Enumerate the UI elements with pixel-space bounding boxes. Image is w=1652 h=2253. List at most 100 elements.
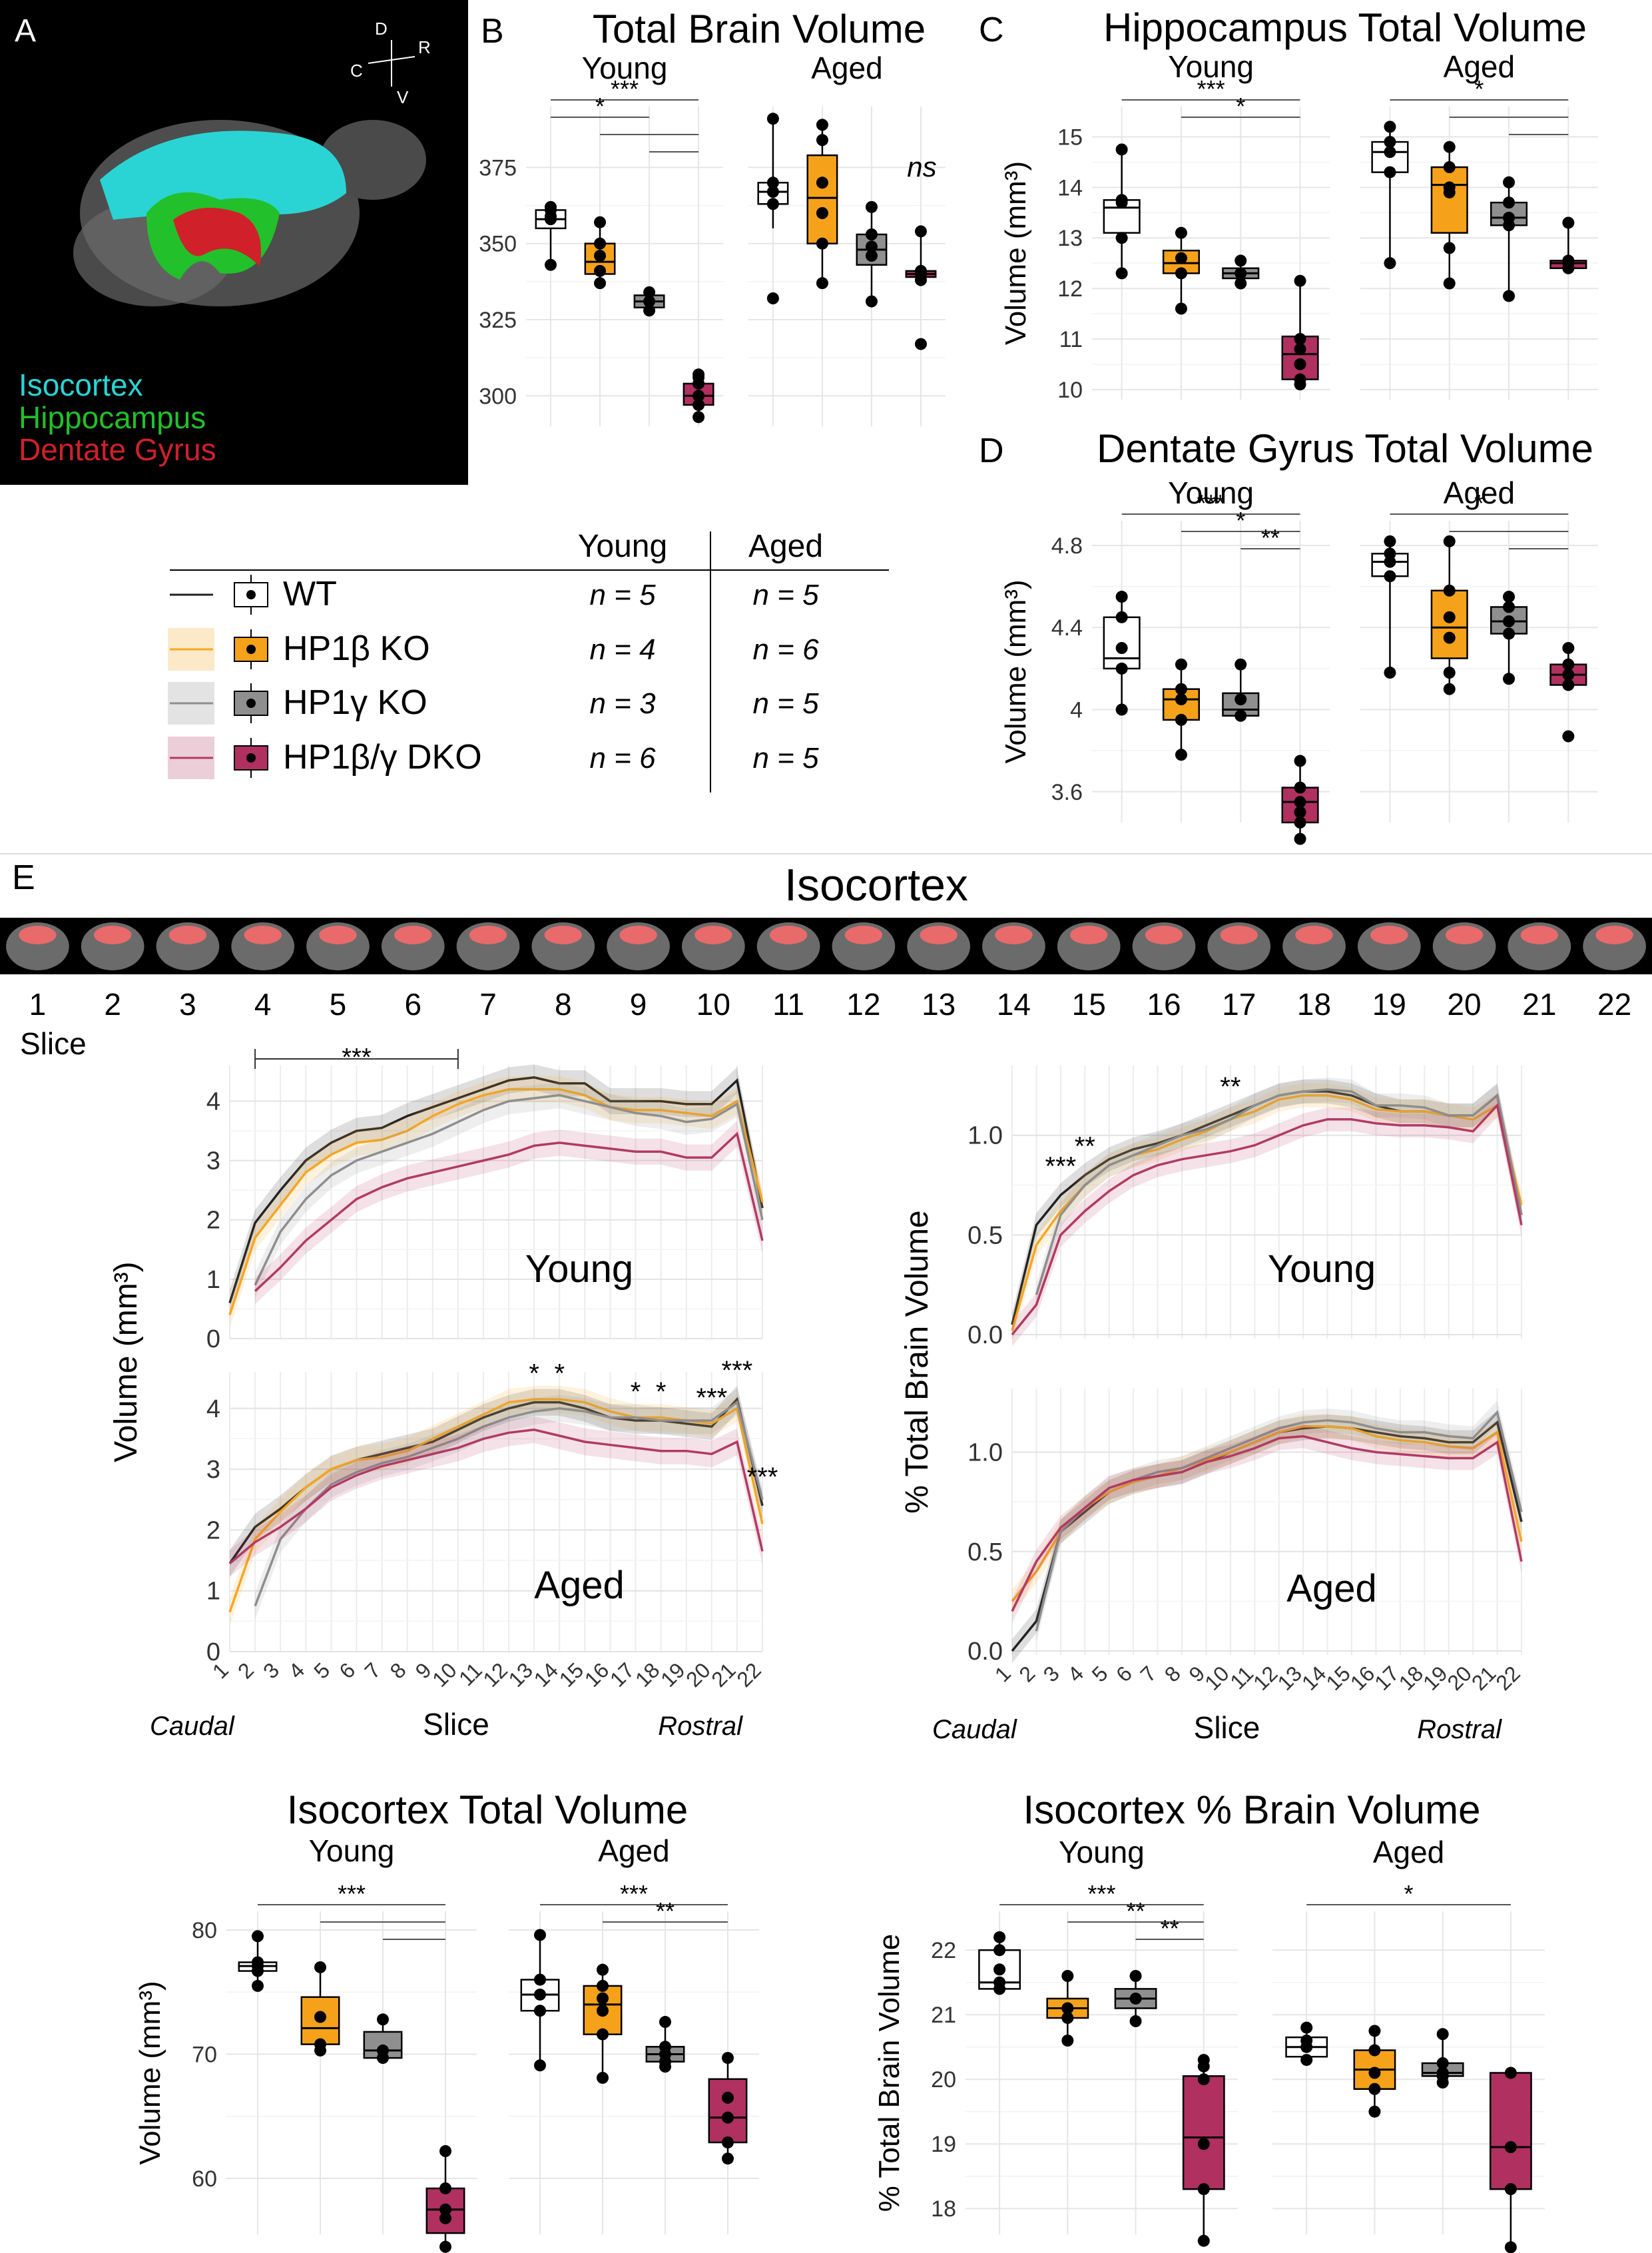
slice-isocortex-overlay — [544, 926, 582, 944]
slice-number: 17 — [1222, 987, 1256, 1022]
box-iqr — [806, 154, 838, 244]
series-line-DKO — [1011, 1435, 1523, 1612]
slice-number: 3 — [179, 987, 196, 1022]
data-point — [1294, 373, 1306, 386]
significance-star: * — [554, 1359, 565, 1389]
data-point — [1436, 2067, 1449, 2079]
y-tick-label: 3.6 — [1051, 780, 1083, 805]
y-tick-label: 14 — [1057, 175, 1083, 200]
ns-label: ns — [907, 151, 936, 182]
line-panel-vol_young: 0 1 2 3 4 Young *** — [206, 1044, 764, 1353]
facet-label: Aged — [534, 1564, 624, 1607]
legend-n-aged: n = 5 — [752, 687, 819, 720]
data-point — [816, 207, 828, 219]
x-tick-label: 4 — [284, 1658, 309, 1683]
legend-header-young: Young — [578, 529, 667, 564]
data-point — [597, 1963, 609, 1976]
x-tick-label: 7 — [360, 1658, 385, 1683]
slice-number: 2 — [104, 987, 121, 1022]
data-point — [1443, 242, 1456, 254]
y-tick-label: 22 — [931, 1938, 956, 1963]
y-tick-label: 0.0 — [967, 1638, 1003, 1666]
significance-star: *** — [747, 1462, 778, 1492]
data-point — [1443, 141, 1456, 153]
slice-isocortex-overlay — [19, 926, 57, 944]
x-tick-label: 6 — [1111, 1661, 1137, 1686]
series-ribbon-WT — [230, 1386, 762, 1577]
x-tick-label: 5 — [309, 1658, 334, 1683]
data-point — [1061, 2012, 1074, 2025]
data-point — [1503, 601, 1515, 613]
data-point — [1562, 216, 1575, 229]
data-point — [993, 1963, 1006, 1976]
slice-isocortex-overlay — [1370, 926, 1408, 944]
legend-box-point — [246, 590, 256, 599]
data-point — [1175, 713, 1187, 726]
data-point — [534, 2005, 546, 2017]
significance-label: ** — [1261, 524, 1280, 551]
data-point — [1115, 143, 1128, 156]
orient-v: V — [397, 87, 409, 107]
series-ribbon-DKO — [1012, 1424, 1521, 1624]
y-tick-label: 4 — [1070, 698, 1083, 723]
series-ribbon-DKO — [230, 1416, 762, 1577]
facet-label-aged: Aged — [1444, 49, 1515, 84]
y-tick-label: 20 — [931, 2067, 956, 2092]
data-point — [1384, 555, 1396, 568]
data-point — [1443, 535, 1456, 547]
y-tick-label: 18 — [931, 2196, 956, 2222]
legend-group-name: HP1γ KO — [283, 683, 427, 722]
slice-isocortex-overlay — [769, 926, 808, 944]
data-point — [1503, 211, 1515, 224]
legend-header-aged: Aged — [748, 529, 823, 564]
series-line-DKO — [228, 1428, 764, 1564]
facet-label-young: Young — [1168, 49, 1254, 84]
y-tick-label: 70 — [192, 2043, 217, 2068]
data-point — [1294, 816, 1306, 828]
data-point — [597, 1979, 609, 1992]
x-tick-label: 8 — [1160, 1661, 1185, 1686]
facet-label: Young — [1268, 1247, 1376, 1291]
data-point — [1368, 2105, 1381, 2118]
data-point — [1384, 547, 1396, 560]
significance-label: * — [1404, 1880, 1414, 1907]
data-point — [1294, 806, 1306, 818]
data-point — [1384, 166, 1396, 178]
y-tick-label: 19 — [931, 2132, 956, 2157]
slice-number: 12 — [846, 987, 880, 1022]
legend-group-name: HP1β/γ DKO — [283, 738, 482, 777]
legend-n-young: n = 4 — [589, 633, 655, 666]
data-point — [692, 368, 705, 381]
data-point — [1503, 290, 1515, 302]
panel-letter: B — [481, 12, 504, 51]
significance-label: * — [1236, 507, 1245, 534]
panel-title: Hippocampus Total Volume — [1103, 5, 1587, 50]
facet-aged: Aged ns — [748, 51, 946, 426]
data-point — [594, 277, 607, 290]
brain-illustration — [73, 120, 426, 306]
data-point — [1175, 749, 1187, 761]
data-point — [1197, 2138, 1210, 2150]
data-point — [865, 200, 878, 213]
data-point — [1368, 2067, 1381, 2079]
data-point — [692, 411, 705, 424]
y-tick-label: 1 — [206, 1578, 220, 1606]
y-tick-label: 3 — [206, 1456, 220, 1484]
facet-aged: Aged***** — [509, 1833, 759, 2234]
x-tick-label: 3 — [258, 1658, 284, 1683]
data-point — [1235, 267, 1247, 280]
data-point — [1503, 673, 1515, 685]
data-point — [1129, 1970, 1142, 1982]
legend-group-name: WT — [283, 575, 337, 613]
legend-table: Young Aged WT n = 5 n = 5 HP1β KO n = 4 n = 6… — [168, 529, 889, 793]
data-point — [1384, 121, 1396, 133]
data-point — [816, 176, 828, 189]
y-tick-label: 4.8 — [1051, 533, 1083, 559]
rostral-label: Rostral — [1417, 1715, 1502, 1744]
slice-axis-label: Slice — [20, 1026, 87, 1061]
facet-label-aged: Aged — [1444, 476, 1515, 510]
